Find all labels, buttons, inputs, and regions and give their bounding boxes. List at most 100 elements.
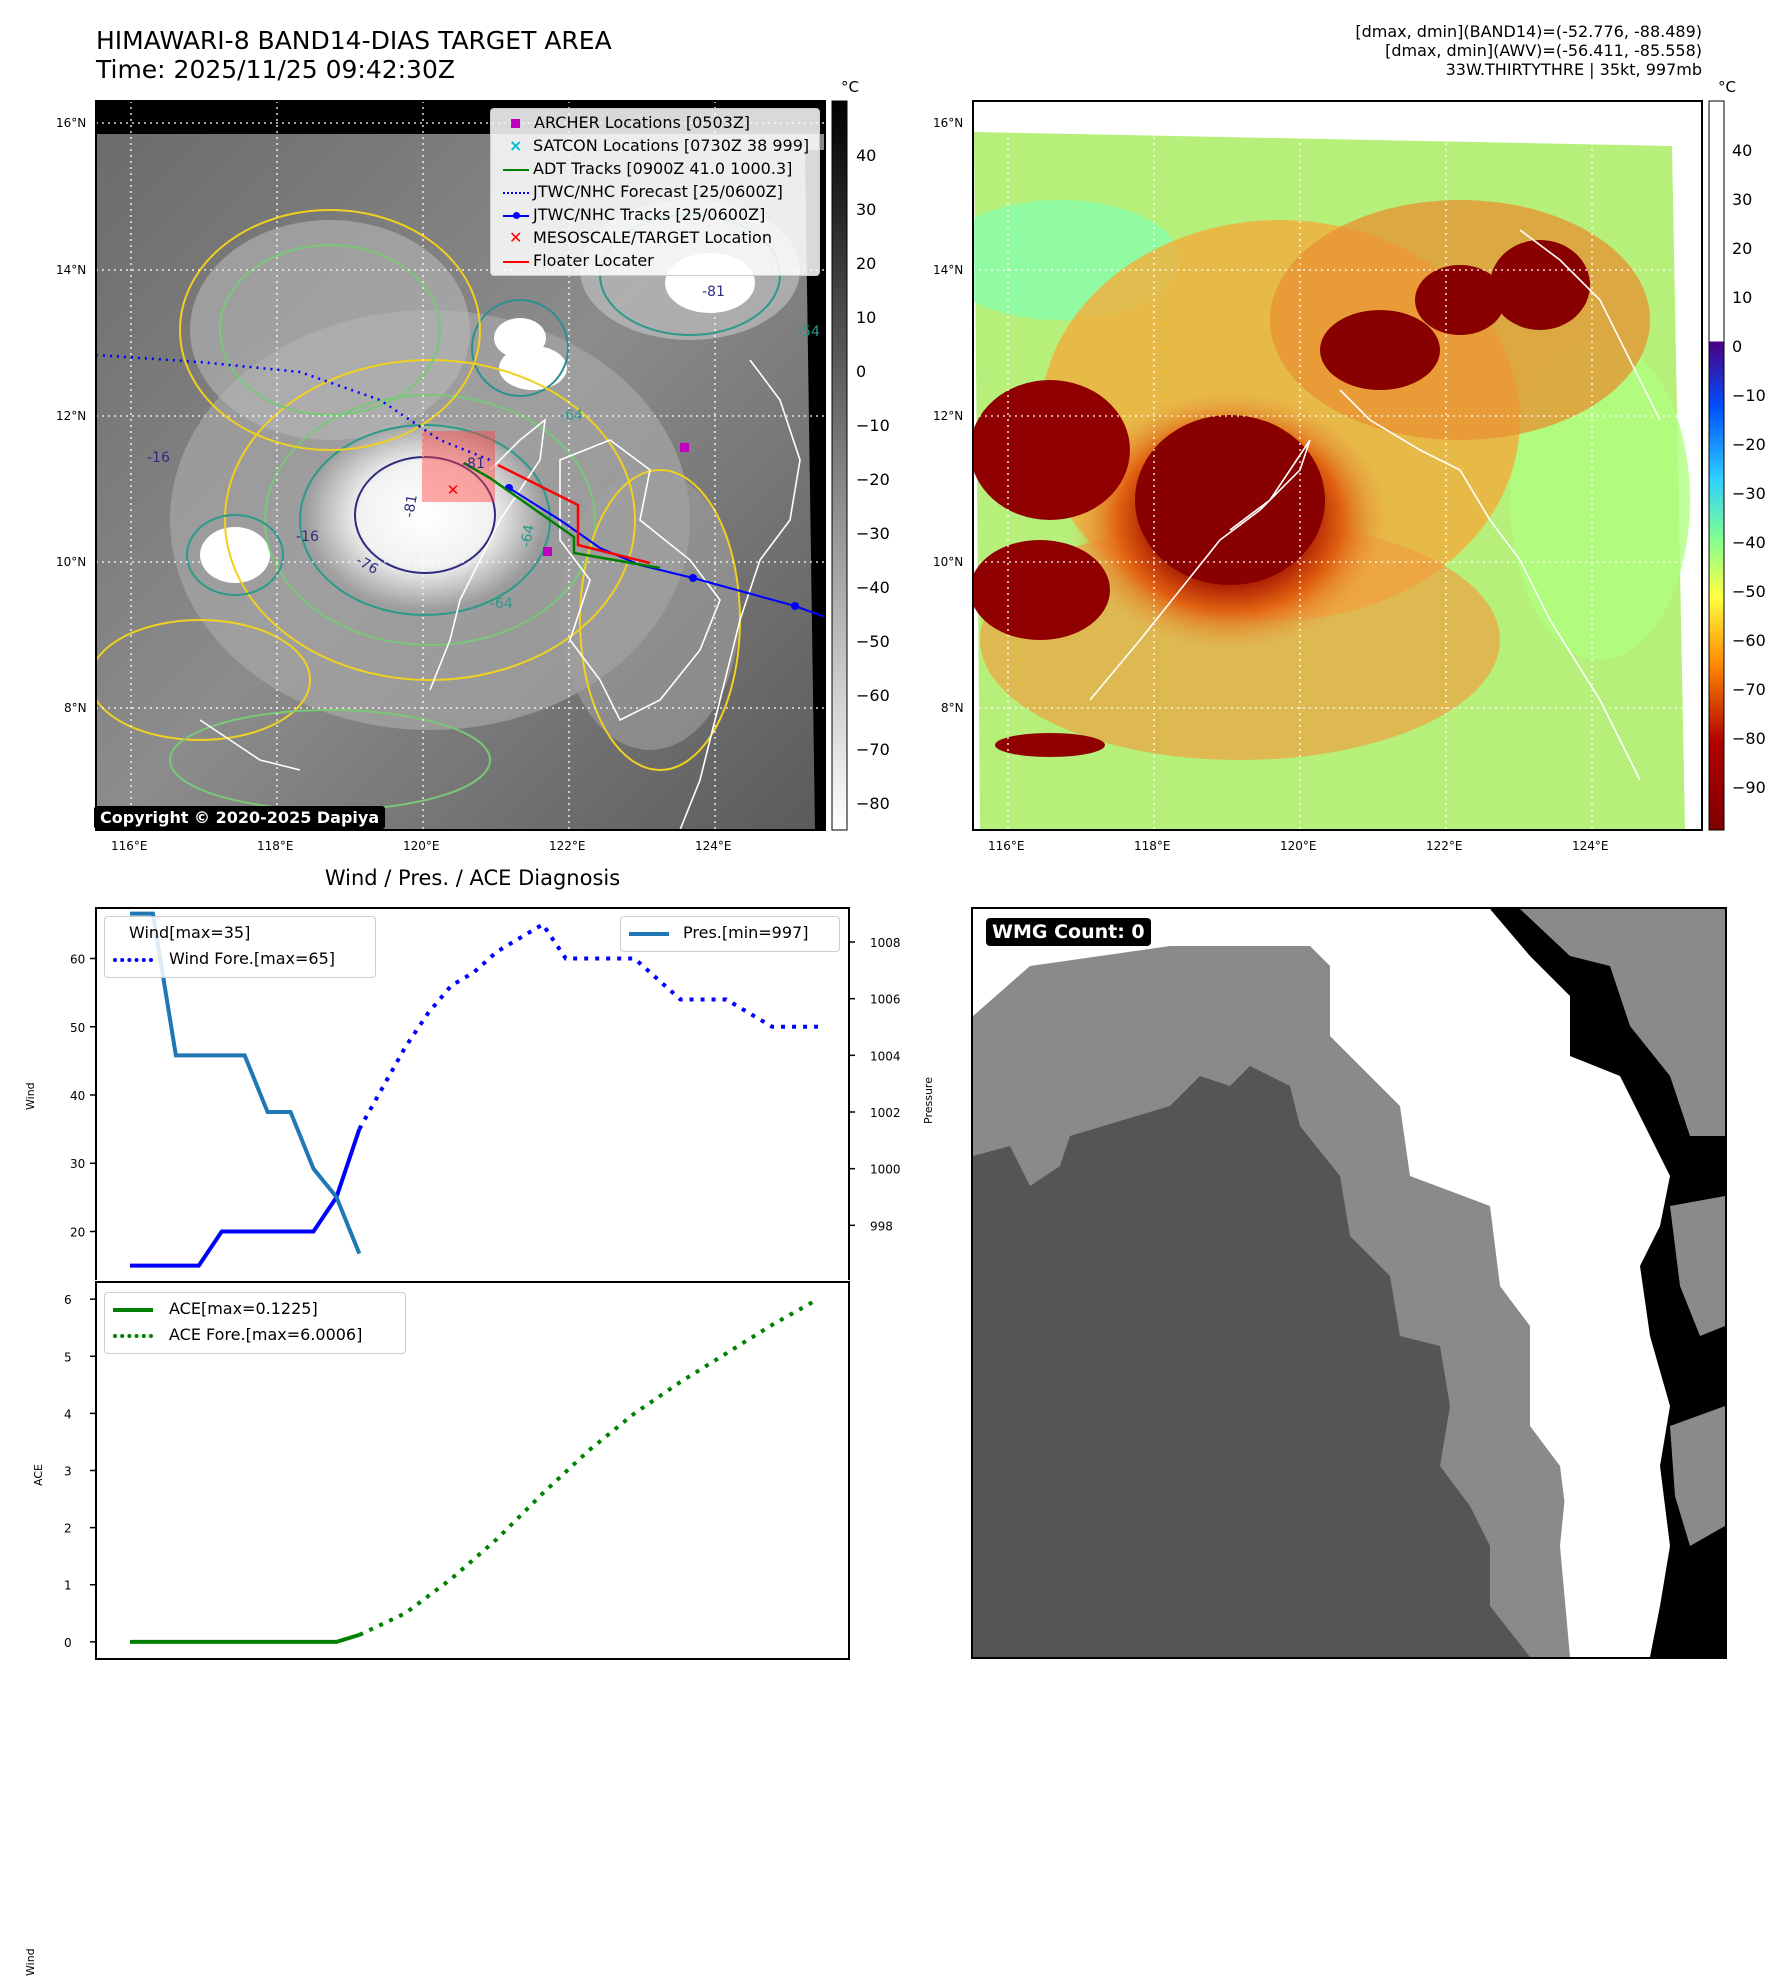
ace-series-line-1: [358, 1297, 819, 1637]
awv-cbar-tick: −20: [1732, 435, 1766, 454]
awv-cbar-tick: −40: [1732, 533, 1766, 552]
title-line-1: HIMAWARI-8 BAND14-DIAS TARGET AREA: [96, 26, 612, 55]
legend-archer: ARCHER Locations [0503Z]: [503, 113, 750, 132]
series-line-2: [130, 911, 362, 1255]
wind-axis-label: Wind: [24, 1948, 37, 1976]
contour-label: -16: [296, 529, 319, 545]
ace-series-line-0: [130, 1632, 360, 1644]
x-marker-icon: ✕: [509, 228, 523, 247]
ir-cbar-tick: 10: [856, 308, 877, 327]
coastline: [1089, 439, 1311, 701]
legend-adt: ADT Tracks [0900Z 41.0 1000.3]: [503, 159, 792, 178]
pressure-legend: Pres.[min=997]: [620, 916, 840, 952]
awv-cbar-tick: −10: [1732, 386, 1766, 405]
ir-lon-label: 122°E: [549, 839, 586, 853]
ir-cbar-tick: −40: [856, 578, 890, 597]
ir-lon-label: 120°E: [403, 839, 440, 853]
ir-cbar-tick: −30: [856, 524, 890, 543]
pressure-tick-label: 1008: [870, 936, 900, 950]
wind-legend: Wind[max=35] Wind Fore.[max=65]: [104, 916, 376, 978]
ir-lat-label: 8°N: [64, 701, 87, 715]
info-storm-summary: 33W.THIRTYTHRE | 35kt, 997mb: [1445, 60, 1702, 79]
ir-cbar-tick: 0: [856, 362, 867, 381]
contour-label: -81: [401, 493, 421, 518]
ir-lat-label: 10°N: [56, 555, 87, 569]
ir-lat-label: 12°N: [56, 409, 87, 423]
contour-label: -16: [147, 450, 170, 466]
awv-lat-label: 12°N: [933, 409, 964, 423]
ace-tick-label: 5: [64, 1350, 72, 1364]
legend-wind-forecast: Wind Fore.[max=65]: [113, 949, 335, 968]
legend-satcon: × SATCON Locations [0730Z 38 999]: [509, 136, 810, 155]
contour-label: -64: [518, 523, 538, 548]
line-icon: [113, 1307, 153, 1312]
legend-wind: Wind[max=35]: [129, 923, 251, 942]
series-line-1: [357, 921, 818, 1131]
dotted-line-icon: [503, 191, 529, 194]
ir-legend: ARCHER Locations [0503Z] × SATCON Locatio…: [490, 108, 820, 276]
pressure-tick-label: 1006: [870, 993, 900, 1007]
line-icon: [629, 931, 669, 936]
awv-panel: °C 16°N 14°N 12°N 10°N 8°N 116°E 118°E 1…: [900, 0, 1788, 900]
legend-ace-forecast: ACE Fore.[max=6.0006]: [113, 1325, 362, 1344]
ir-cbar-tick: −50: [856, 632, 890, 651]
dotted-line-icon: [113, 957, 153, 962]
x-marker-icon: ×: [509, 136, 523, 155]
adt-track: [463, 461, 661, 570]
legend-tracks: JTWC/NHC Tracks [25/0600Z]: [503, 205, 765, 224]
ace-tick-label: 3: [64, 1465, 72, 1479]
pressure-tick-label: 998: [870, 1219, 893, 1233]
svg-text:✕: ✕: [447, 481, 460, 499]
ir-cbar-tick: −10: [856, 416, 890, 435]
wind-tick-label: 60: [70, 953, 85, 967]
coastline: [559, 439, 721, 722]
contour-label: -81: [462, 456, 485, 472]
awv-map: [972, 100, 1725, 831]
wind-pressure-plot: 20 30 40 50 60 998 1000 1002 1004 1006 1008: [70, 907, 900, 1280]
legend-forecast: JTWC/NHC Forecast [25/0600Z]: [503, 182, 783, 201]
awv-lon-label: 118°E: [1134, 839, 1171, 853]
awv-cbar-tick: −70: [1732, 680, 1766, 699]
ace-chart: 0 1 2 3 4 5 6: [0, 1280, 900, 1690]
legend-ace: ACE[max=0.1225]: [113, 1299, 318, 1318]
ir-lon-label: 116°E: [111, 839, 148, 853]
awv-cbar-tick: 10: [1732, 288, 1753, 307]
legend-floater: Floater Locater: [503, 251, 654, 270]
ace-ylabel: ACE: [32, 1464, 45, 1486]
wmg-count-badge: WMG Count: 0: [986, 918, 1151, 946]
wind-tick-label: 40: [70, 1089, 85, 1103]
ace-tick-label: 1: [64, 1579, 72, 1593]
awv-cbar-tick: −50: [1732, 582, 1766, 601]
ace-tick-label: 0: [64, 1636, 72, 1650]
wind-tick-label: 50: [70, 1021, 85, 1035]
ir-panel: ✕ -81 -64 -64 -76 -16 -64 -81 -54 -81 -1…: [0, 0, 900, 900]
line-icon: [503, 168, 529, 171]
contour-label: -81: [702, 284, 725, 300]
wind-tick-label: 20: [70, 1225, 85, 1239]
wind-pressure-chart: 20 30 40 50 60 998 1000 1002 1004 1006 1008 Wind: [0, 900, 900, 1976]
dotted-line-icon: [113, 1333, 153, 1338]
ir-cbar-tick: −60: [856, 686, 890, 705]
diagnosis-title: Wind / Pres. / ACE Diagnosis: [324, 866, 621, 890]
ir-lat-label: 16°N: [56, 116, 87, 130]
line-icon: [503, 260, 529, 263]
wind-ylabel: Wind: [24, 1082, 37, 1110]
awv-cbar-tick: −60: [1732, 631, 1766, 650]
ir-cbar-tick: −70: [856, 740, 890, 759]
awv-cbar-tick: 30: [1732, 190, 1753, 209]
info-band14-range: [dmax, dmin](BAND14)=(-52.776, -88.489): [1355, 22, 1702, 41]
awv-graticule: [973, 101, 1702, 830]
awv-cbar-tick: −80: [1732, 729, 1766, 748]
awv-lon-label: 116°E: [988, 839, 1025, 853]
ace-tick-label: 6: [64, 1293, 72, 1307]
awv-cbar-tick: 40: [1732, 141, 1753, 160]
square-marker-icon: [511, 119, 520, 128]
awv-lon-label: 124°E: [1572, 839, 1609, 853]
figure-title: HIMAWARI-8 BAND14-DIAS TARGET AREA Time:…: [96, 26, 612, 84]
pressure-tick-label: 1004: [870, 1049, 900, 1063]
legend-target: ✕ MESOSCALE/TARGET Location: [509, 228, 772, 247]
awv-cbar-tick: −30: [1732, 484, 1766, 503]
ir-unit-label: °C: [841, 78, 859, 96]
awv-unit-label: °C: [1718, 78, 1736, 96]
awv-lon-label: 122°E: [1426, 839, 1463, 853]
